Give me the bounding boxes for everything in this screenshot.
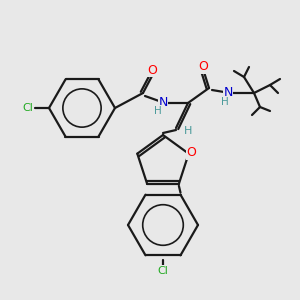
Text: O: O	[147, 64, 157, 76]
Text: Cl: Cl	[158, 266, 168, 276]
Text: O: O	[198, 61, 208, 74]
Text: Cl: Cl	[22, 103, 33, 113]
Text: H: H	[221, 97, 229, 107]
Text: H: H	[154, 106, 162, 116]
Text: O: O	[187, 146, 196, 159]
Text: H: H	[184, 126, 192, 136]
Text: N: N	[223, 86, 233, 100]
Text: N: N	[158, 97, 168, 110]
